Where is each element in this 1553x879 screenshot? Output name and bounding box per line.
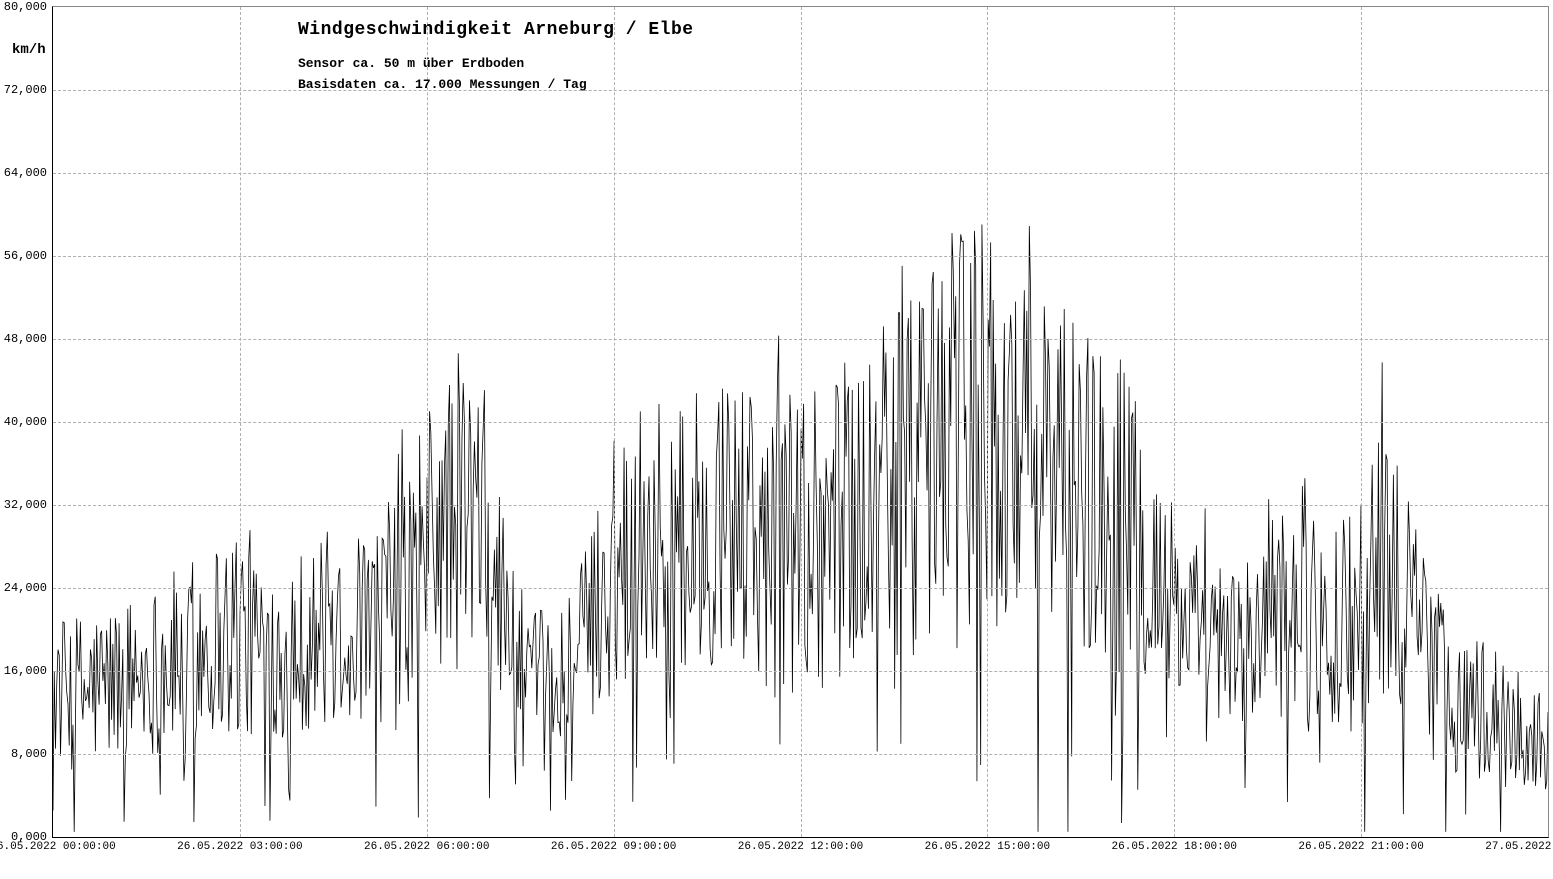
y-tick-label: 56,000 bbox=[4, 249, 53, 263]
y-axis-unit-label: km/h bbox=[12, 42, 46, 58]
x-tick-label: 26.05.2022 03:00:00 bbox=[177, 837, 302, 853]
x-tick-label: 26.05.2022 18:00:00 bbox=[1112, 837, 1237, 853]
y-tick-label: 72,000 bbox=[4, 83, 53, 97]
chart-title-block: Windgeschwindigkeit Arneburg / Elbe Sens… bbox=[298, 20, 694, 96]
y-tick-label: 8,000 bbox=[11, 747, 53, 761]
x-tick-label: 26.05.2022 00:00:00 bbox=[0, 837, 116, 853]
y-tick-label: 48,000 bbox=[4, 332, 53, 346]
grid-line-vertical bbox=[801, 7, 802, 837]
y-tick-label: 32,000 bbox=[4, 498, 53, 512]
x-tick-label: 26.05.2022 12:00:00 bbox=[738, 837, 863, 853]
x-tick-label: 26.05.2022 09:00:00 bbox=[551, 837, 676, 853]
plot-area: 0,0008,00016,00024,00032,00040,00048,000… bbox=[52, 6, 1549, 838]
chart-title: Windgeschwindigkeit Arneburg / Elbe bbox=[298, 20, 694, 40]
y-tick-label: 16,000 bbox=[4, 664, 53, 678]
y-tick-label: 64,000 bbox=[4, 166, 53, 180]
x-tick-label: 26.05.2022 06:00:00 bbox=[364, 837, 489, 853]
x-tick-label: 27.05.2022 00:00:00 bbox=[1485, 837, 1553, 853]
grid-line-vertical bbox=[614, 7, 615, 837]
y-tick-label: 80,000 bbox=[4, 0, 53, 14]
x-tick-label: 26.05.2022 15:00:00 bbox=[925, 837, 1050, 853]
x-tick-label: 26.05.2022 21:00:00 bbox=[1298, 837, 1423, 853]
grid-line-vertical bbox=[1361, 7, 1362, 837]
grid-line-vertical bbox=[987, 7, 988, 837]
chart-container: 0,0008,00016,00024,00032,00040,00048,000… bbox=[0, 0, 1553, 879]
chart-subtitle-line-2: Basisdaten ca. 17.000 Messungen / Tag bbox=[298, 75, 694, 96]
y-tick-label: 40,000 bbox=[4, 415, 53, 429]
chart-subtitle: Sensor ca. 50 m über Erdboden Basisdaten… bbox=[298, 54, 694, 96]
grid-line-vertical bbox=[1174, 7, 1175, 837]
y-tick-label: 24,000 bbox=[4, 581, 53, 595]
grid-line-vertical bbox=[427, 7, 428, 837]
grid-line-vertical bbox=[240, 7, 241, 837]
chart-subtitle-line-1: Sensor ca. 50 m über Erdboden bbox=[298, 54, 694, 75]
